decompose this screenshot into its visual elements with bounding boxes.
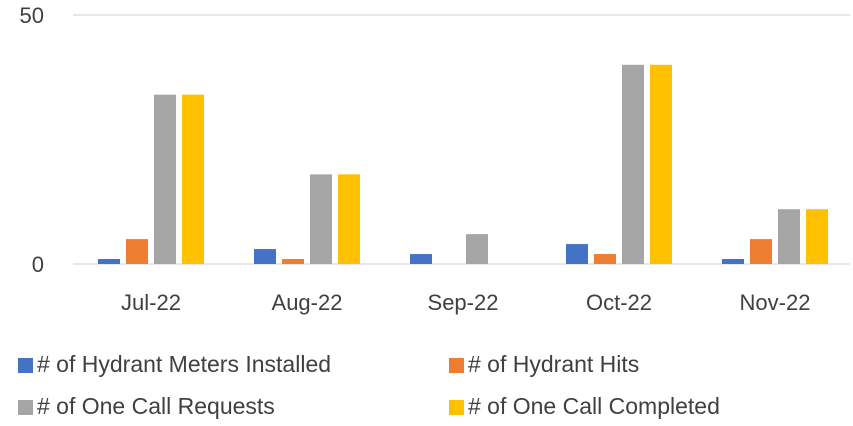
x-tick-label: Oct-22 (586, 290, 652, 315)
bar (750, 239, 772, 264)
legend-label: # of One Call Requests (37, 393, 275, 419)
bar (338, 174, 360, 264)
bar (310, 174, 332, 264)
bar (182, 94, 204, 265)
bar (650, 64, 672, 264)
bar (622, 64, 644, 264)
legend-swatch (449, 358, 464, 373)
x-tick-label: Jul-22 (121, 290, 181, 315)
bar (98, 259, 120, 264)
y-tick-label: 50 (20, 3, 44, 28)
x-tick-label: Aug-22 (272, 290, 343, 315)
bar (566, 244, 588, 264)
bar (722, 259, 744, 264)
x-tick-label: Nov-22 (740, 290, 811, 315)
bar (154, 94, 176, 265)
bar (410, 254, 432, 264)
bar (594, 254, 616, 264)
bar (126, 239, 148, 264)
legend-label: # of Hydrant Hits (468, 351, 639, 377)
y-tick-label: 0 (32, 252, 44, 277)
x-tick-label: Sep-22 (428, 290, 499, 315)
bar (806, 209, 828, 264)
bar (282, 259, 304, 264)
legend-label: # of One Call Completed (468, 393, 720, 419)
bar (778, 209, 800, 264)
legend-label: # of Hydrant Meters Installed (37, 351, 331, 377)
bar (254, 249, 276, 264)
legend-swatch (18, 358, 33, 373)
legend-swatch (449, 400, 464, 415)
legend-swatch (18, 400, 33, 415)
bar (466, 234, 488, 264)
